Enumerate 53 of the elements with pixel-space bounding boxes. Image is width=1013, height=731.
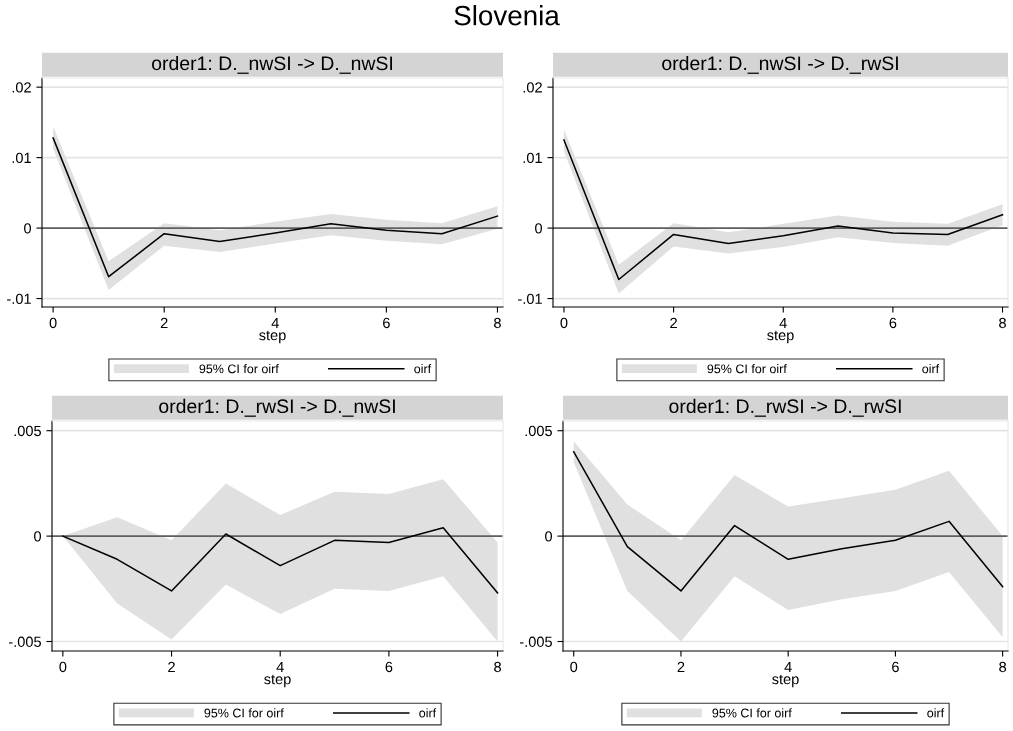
x-axis-title: step <box>767 330 794 344</box>
y-tick-label: 0 <box>545 531 553 542</box>
y-tick-label: 0 <box>24 223 32 234</box>
text: Slovenia <box>454 5 560 26</box>
text: 95% CI for oirf <box>707 364 787 374</box>
x-tick-label: 6 <box>383 317 390 329</box>
text: oirf <box>414 364 432 374</box>
y-tick-label: .005 <box>525 425 552 437</box>
x-tick-label: 4 <box>784 661 792 672</box>
x-tick-label: 2 <box>160 317 168 328</box>
y-tick-label: -.005 <box>519 636 552 647</box>
x-tick-label: 8 <box>494 661 501 673</box>
x-tick-label: 4 <box>779 317 787 328</box>
y-tick-label: -.005 <box>8 636 41 647</box>
x-axis-title: step <box>259 330 286 344</box>
y-tick-label: -.01 <box>518 293 542 304</box>
x-tick-label: 8 <box>999 661 1007 673</box>
x-tick-label: 0 <box>49 317 57 329</box>
x-tick-label: 2 <box>677 661 685 672</box>
y-tick-label: .01 <box>12 152 31 164</box>
x-tick-label: 8 <box>999 317 1006 329</box>
y-tick-label: 0 <box>34 531 42 542</box>
x-axis-title: step <box>264 674 291 688</box>
x-tick-label: 2 <box>168 661 175 672</box>
line-series <box>62 526 499 594</box>
y-tick-label: .02 <box>12 82 31 93</box>
x-tick-label: 4 <box>271 317 279 328</box>
x-tick-label: 8 <box>494 317 501 329</box>
text: 95% CI for oirf <box>204 708 284 718</box>
chart-title: order1: D._rwSI -> D._rwSI <box>669 398 901 417</box>
x-tick-label: 6 <box>889 317 897 329</box>
text: oirf <box>922 364 940 374</box>
y-tick-label: 0 <box>535 223 543 234</box>
text: 95% CI for oirf <box>199 364 279 374</box>
chart-title: order1: D._rwSI -> D._nwSI <box>159 398 395 417</box>
x-tick-label: 4 <box>276 661 284 672</box>
text: 95% CI for oirf <box>712 708 792 718</box>
x-tick-label: 0 <box>59 661 67 673</box>
line-series <box>572 451 1004 592</box>
x-tick-label: 2 <box>670 317 677 328</box>
text: oirf <box>927 708 945 718</box>
x-axis-title: step <box>772 674 799 688</box>
x-tick-label: 6 <box>385 661 393 673</box>
text: oirf <box>419 708 437 718</box>
x-tick-label: 0 <box>560 317 568 329</box>
chart-title: order1: D._nwSI -> D._nwSI <box>152 55 393 74</box>
y-tick-label: .02 <box>523 82 542 93</box>
y-tick-label: -.01 <box>7 293 31 304</box>
x-tick-label: 6 <box>892 661 899 673</box>
chart-title: order1: D._nwSI -> D._rwSI <box>662 55 898 74</box>
x-tick-label: 0 <box>570 661 578 673</box>
y-tick-label: .01 <box>523 152 542 164</box>
y-tick-label: .005 <box>14 425 41 437</box>
